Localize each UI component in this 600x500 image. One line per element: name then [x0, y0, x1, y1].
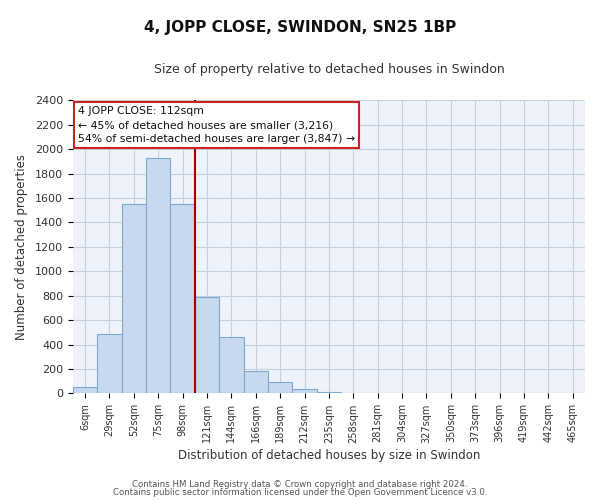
Text: 4 JOPP CLOSE: 112sqm
← 45% of detached houses are smaller (3,216)
54% of semi-de: 4 JOPP CLOSE: 112sqm ← 45% of detached h… — [78, 106, 355, 144]
Bar — [97, 334, 122, 394]
Bar — [219, 338, 244, 394]
Text: 4, JOPP CLOSE, SWINDON, SN25 1BP: 4, JOPP CLOSE, SWINDON, SN25 1BP — [144, 20, 456, 35]
Bar — [146, 158, 170, 394]
Bar — [244, 371, 268, 394]
Bar — [292, 389, 317, 394]
Text: Contains public sector information licensed under the Open Government Licence v3: Contains public sector information licen… — [113, 488, 487, 497]
Bar — [122, 204, 146, 394]
Text: Contains HM Land Registry data © Crown copyright and database right 2024.: Contains HM Land Registry data © Crown c… — [132, 480, 468, 489]
Bar — [73, 386, 97, 394]
Bar — [170, 204, 195, 394]
Y-axis label: Number of detached properties: Number of detached properties — [15, 154, 28, 340]
Bar — [268, 382, 292, 394]
X-axis label: Distribution of detached houses by size in Swindon: Distribution of detached houses by size … — [178, 450, 480, 462]
Title: Size of property relative to detached houses in Swindon: Size of property relative to detached ho… — [154, 62, 505, 76]
Bar — [195, 297, 219, 394]
Bar — [317, 392, 341, 394]
